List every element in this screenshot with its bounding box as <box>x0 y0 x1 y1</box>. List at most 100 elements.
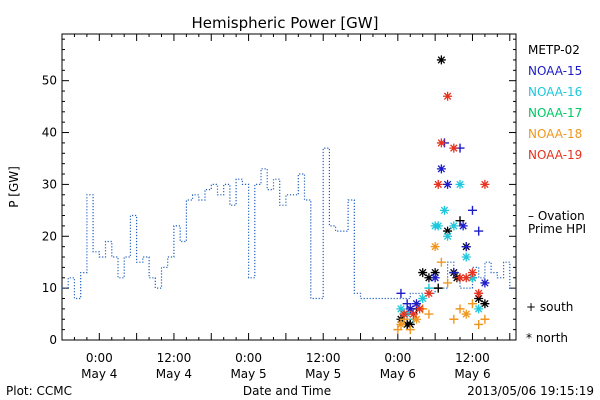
north-marker <box>449 221 459 231</box>
south-marker <box>449 314 459 324</box>
south-marker <box>449 268 459 278</box>
legend-entry: NOAA-18 <box>528 127 582 141</box>
south-marker <box>402 299 412 309</box>
north-marker <box>396 304 406 314</box>
north-marker <box>415 304 425 314</box>
north-marker <box>474 294 484 304</box>
north-marker <box>436 55 446 65</box>
legend-entry: NOAA-16 <box>528 85 582 99</box>
south-marker <box>474 226 484 236</box>
north-marker <box>408 309 418 319</box>
north-marker <box>418 294 428 304</box>
south-marker <box>467 299 477 309</box>
north-marker <box>474 304 484 314</box>
series-layer <box>62 55 516 335</box>
north-marker <box>424 288 434 298</box>
north-marker <box>436 138 446 148</box>
x-tick-label-date: May 6 <box>380 367 416 381</box>
y-tick-label: 30 <box>42 177 57 191</box>
x-axis-label: Date and Time <box>243 384 331 398</box>
south-marker <box>455 216 465 226</box>
north-marker <box>467 273 477 283</box>
north-marker-legend: * north <box>526 331 568 345</box>
y-tick-label: 10 <box>42 281 57 295</box>
x-tick-label-time: 12:00 <box>306 351 341 365</box>
north-marker <box>399 309 409 319</box>
south-marker <box>474 319 484 329</box>
x-tick-label-date: May 6 <box>454 367 490 381</box>
north-marker <box>443 231 453 241</box>
north-marker <box>411 314 421 324</box>
north-marker <box>474 288 484 298</box>
north-marker <box>467 268 477 278</box>
north-marker <box>436 164 446 174</box>
south-marker <box>396 288 406 298</box>
north-marker <box>443 91 453 101</box>
ovation-label-line2: Prime HPI <box>528 222 586 236</box>
north-marker <box>411 299 421 309</box>
north-marker <box>480 299 490 309</box>
ovation-hpi-line <box>62 147 516 300</box>
north-marker <box>430 268 440 278</box>
x-tick-label-date: May 5 <box>305 367 341 381</box>
x-tick-label-date: May 4 <box>156 367 192 381</box>
north-marker <box>439 205 449 215</box>
south-marker <box>443 278 453 288</box>
south-marker <box>433 283 443 293</box>
timestamp: 2013/05/06 19:15:19 <box>467 384 594 398</box>
north-marker <box>443 226 453 236</box>
north-marker <box>430 273 440 283</box>
north-marker <box>430 242 440 252</box>
north-marker <box>405 319 415 329</box>
north-marker <box>480 179 490 189</box>
north-marker <box>405 304 415 314</box>
x-tick-label-time: 0:00 <box>235 351 262 365</box>
legend-entry: NOAA-17 <box>528 106 582 120</box>
y-tick-label: 50 <box>42 74 57 88</box>
chart-title: Hemispheric Power [GW] <box>192 14 379 32</box>
x-tick-label-date: May 5 <box>230 367 266 381</box>
ovation-label-line1: – Ovation <box>528 209 585 223</box>
south-marker <box>436 257 446 267</box>
north-marker <box>433 179 443 189</box>
south-marker <box>393 325 403 335</box>
south-marker-legend: + south <box>526 300 573 314</box>
legend-entry: NOAA-19 <box>528 148 582 162</box>
north-marker <box>461 273 471 283</box>
legend-entry: METP-02 <box>528 43 580 57</box>
north-marker <box>461 309 471 319</box>
north-marker <box>418 268 428 278</box>
x-axis: 0:00 May 4 12:00 May 4 0:00 May 5 12:00 May 5 0:… <box>61 34 511 381</box>
south-marker <box>461 242 471 252</box>
south-marker <box>480 314 490 324</box>
y-tick-label: 20 <box>42 229 57 243</box>
y-tick-label: 40 <box>42 126 57 140</box>
legend-entry: NOAA-15 <box>528 64 582 78</box>
north-marker <box>449 143 459 153</box>
y-axis: 0 10 20 30 40 50 <box>42 38 516 347</box>
north-marker <box>443 179 453 189</box>
y-axis-label: P [GW] <box>7 166 21 208</box>
north-marker <box>424 273 434 283</box>
north-marker <box>480 278 490 288</box>
south-marker <box>405 325 415 335</box>
south-marker <box>455 304 465 314</box>
x-tick-label-time: 0:00 <box>86 351 113 365</box>
x-tick-label-date: May 4 <box>81 367 117 381</box>
y-tick-label: 0 <box>49 333 57 347</box>
x-tick-label-time: 0:00 <box>384 351 411 365</box>
x-tick-label-time: 12:00 <box>455 351 490 365</box>
north-marker <box>396 319 406 329</box>
north-marker <box>461 252 471 262</box>
south-marker <box>424 309 434 319</box>
north-marker <box>433 221 443 231</box>
legend: METP-02 NOAA-15 NOAA-16 NOAA-17 NOAA-18 NOAA-… <box>528 43 582 162</box>
north-marker <box>455 273 465 283</box>
plot-credit: Plot: CCMC <box>6 384 72 398</box>
x-tick-label-time: 12:00 <box>157 351 192 365</box>
north-marker <box>455 179 465 189</box>
south-marker <box>467 205 477 215</box>
north-marker <box>458 221 468 231</box>
plot-frame <box>61 33 517 341</box>
